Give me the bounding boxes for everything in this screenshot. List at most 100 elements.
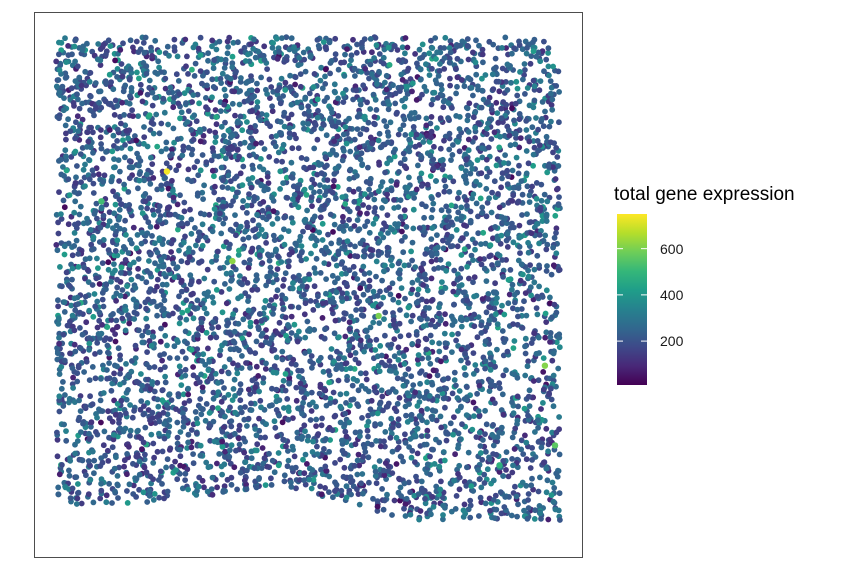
scatter-plot-area [53,34,563,523]
data-point [317,270,324,276]
data-point [294,435,301,441]
data-point [199,189,206,196]
data-point [431,461,438,467]
data-point [136,486,142,493]
data-point [247,364,253,371]
data-point [530,378,537,384]
data-point [376,320,383,326]
data-point [297,477,303,483]
data-point [312,122,319,128]
data-point [418,433,425,439]
data-point [496,144,503,151]
data-point [149,299,155,305]
data-point [354,172,360,179]
data-point [283,174,290,181]
data-point [204,266,211,273]
data-point [535,334,542,341]
data-point [122,82,129,89]
data-point [533,305,540,311]
data-point [180,423,187,430]
data-point [156,430,162,437]
data-point [174,53,181,60]
data-point [438,424,445,431]
data-point [521,507,527,514]
data-point [359,415,365,421]
data-point [190,364,197,370]
data-point [60,164,66,170]
data-point [539,99,546,105]
data-point [455,289,461,296]
data-point [348,397,355,403]
data-point [500,352,507,359]
data-point [240,236,247,243]
data-point [114,103,121,109]
data-point [288,215,295,222]
data-point [117,168,123,175]
data-point [464,105,471,112]
data-point [335,119,342,126]
data-point [500,411,507,418]
data-point [486,317,493,324]
data-point [331,177,337,184]
data-point [304,207,310,214]
data-point [365,454,372,461]
data-point [122,142,128,148]
data-point [80,166,87,173]
data-point [253,447,260,454]
data-point [494,346,500,353]
data-point [211,206,218,212]
data-point [144,349,150,355]
data-point [550,262,557,269]
data-point [284,463,291,470]
data-point [408,411,415,418]
data-point [78,179,84,186]
data-point [314,171,321,178]
data-point [407,76,414,82]
data-point [159,448,166,455]
data-point [177,115,183,122]
data-point [472,362,479,368]
data-point [453,66,459,72]
data-point [479,75,485,82]
data-point [449,331,455,338]
data-point [447,82,453,89]
data-point [363,328,370,334]
data-point [419,91,425,98]
data-point [298,104,305,111]
data-point [441,457,448,464]
data-point [56,393,63,400]
data-point [119,73,126,80]
data-point [354,300,361,307]
data-point [373,258,380,265]
data-point [424,433,431,439]
data-point [221,413,228,420]
data-point [350,188,357,195]
data-point [114,276,120,283]
data-point [434,232,440,239]
data-point [310,84,317,90]
data-point [130,113,136,119]
data-point [315,293,321,300]
data-point [152,260,158,267]
data-point [540,386,547,393]
data-point [458,346,465,353]
data-point [543,218,550,225]
data-point [56,371,63,377]
data-point [505,160,512,167]
data-point [376,161,383,168]
data-point [489,71,496,78]
data-point [408,454,415,461]
data-point [135,273,141,280]
data-point [288,330,295,336]
data-point [379,277,385,284]
data-point [387,91,393,98]
data-point [550,498,557,505]
data-point [358,306,365,313]
data-point [536,262,542,269]
data-point [230,263,237,270]
data-point [58,363,65,370]
data-point [147,251,154,258]
data-point [245,234,252,241]
data-point [395,269,402,276]
data-point [286,380,293,386]
